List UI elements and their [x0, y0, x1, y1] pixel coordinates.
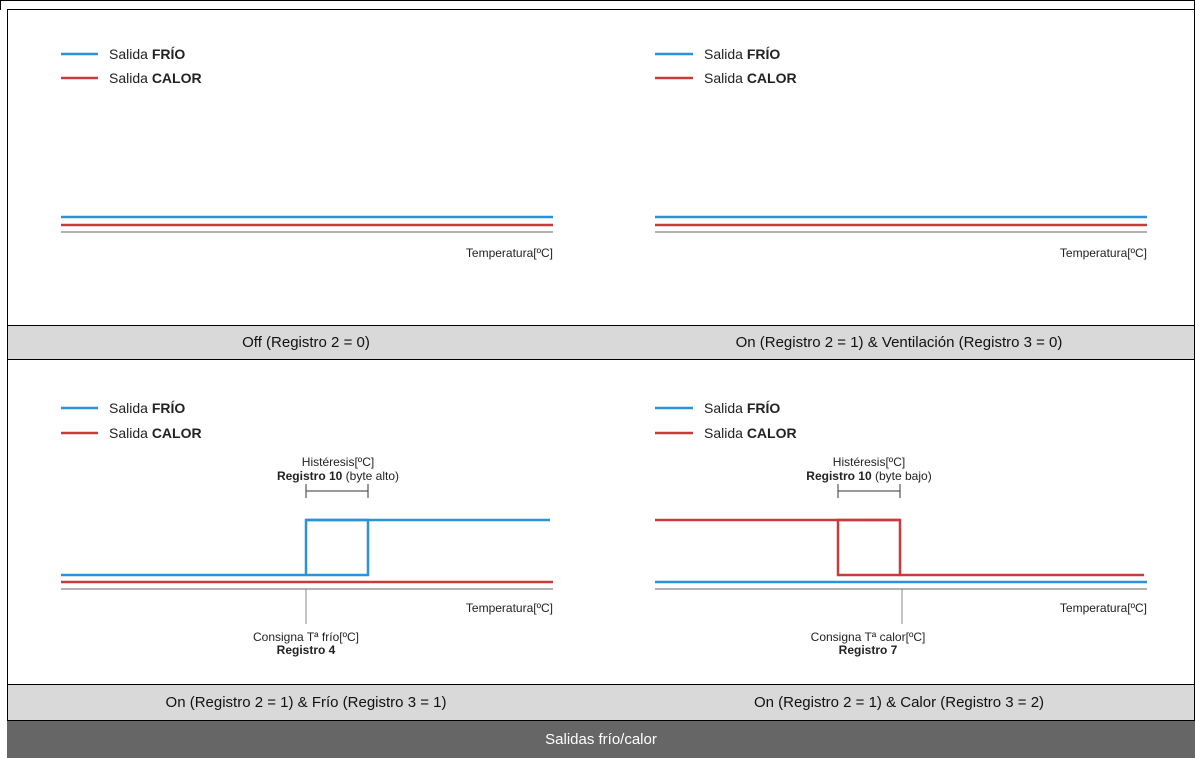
heat-output-falling: [655, 518, 1144, 577]
cold-legend-label: Salida FRÍO: [704, 46, 780, 62]
panel-fan: Salida FRÍO Salida CALOR Temperatura[ºC]: [604, 9, 1195, 326]
cold-legend-label: Salida FRÍO: [109, 400, 185, 416]
cold-output-rising: [61, 518, 550, 577]
panel-off: Salida FRÍO Salida CALOR Temperatura[ºC]: [7, 9, 605, 326]
cold-legend-label: Salida FRÍO: [109, 46, 185, 62]
panel-cold-diagram: Salida FRÍO Salida CALOR Histéresis[ºC] …: [61, 400, 553, 657]
panel-off-diagram: Salida FRÍO Salida CALOR Temperatura[ºC]: [61, 46, 553, 260]
heat-legend-label: Salida CALOR: [109, 425, 202, 441]
legend: Salida FRÍO Salida CALOR: [655, 400, 797, 441]
hysteresis-annotation: Histéresis[ºC] Registro 10 (byte bajo): [806, 455, 932, 498]
heat-legend-label: Salida CALOR: [109, 70, 202, 86]
hysteresis-register: Registro 10 (byte bajo): [806, 469, 931, 483]
setpoint-label: Consigna Tª calor[ºC]: [811, 630, 926, 644]
temperature-axis-label: Temperatura[ºC]: [466, 246, 553, 260]
heat-legend-label: Salida CALOR: [704, 425, 797, 441]
legend: Salida FRÍO Salida CALOR: [655, 46, 797, 86]
setpoint-register: Registro 4: [277, 643, 336, 657]
hysteresis-annotation: Histéresis[ºC] Registro 10 (byte alto): [277, 455, 399, 498]
caption-fan: On (Registro 2 = 1) & Ventilación (Regis…: [604, 326, 1195, 360]
panel-heat: Salida FRÍO Salida CALOR Histéresis[ºC] …: [604, 360, 1195, 685]
cold-hysteresis-loop: [306, 518, 370, 577]
temperature-axis-label: Temperatura[ºC]: [466, 601, 553, 615]
caption-off: Off (Registro 2 = 0): [7, 326, 605, 360]
legend: Salida FRÍO Salida CALOR: [61, 400, 202, 441]
cold-legend-label: Salida FRÍO: [704, 400, 780, 416]
caption-heat: On (Registro 2 = 1) & Calor (Registro 3 …: [604, 685, 1195, 721]
heat-hysteresis-loop: [836, 518, 900, 577]
setpoint-label: Consigna Tª frío[ºC]: [253, 630, 359, 644]
panel-cold: Salida FRÍO Salida CALOR Histéresis[ºC] …: [7, 360, 605, 685]
hysteresis-label: Histéresis[ºC]: [302, 455, 374, 469]
caption-cold: On (Registro 2 = 1) & Frío (Registro 3 =…: [7, 685, 605, 721]
heat-legend-label: Salida CALOR: [704, 70, 797, 86]
setpoint-register: Registro 7: [839, 643, 898, 657]
hysteresis-register: Registro 10 (byte alto): [277, 469, 399, 483]
temperature-axis-label: Temperatura[ºC]: [1060, 601, 1147, 615]
panel-heat-diagram: Salida FRÍO Salida CALOR Histéresis[ºC] …: [655, 400, 1147, 657]
hysteresis-label: Histéresis[ºC]: [833, 455, 905, 469]
figure-footer: Salidas frío/calor: [7, 721, 1195, 758]
legend: Salida FRÍO Salida CALOR: [61, 46, 202, 86]
panel-fan-diagram: Salida FRÍO Salida CALOR Temperatura[ºC]: [655, 46, 1147, 260]
temperature-axis-label: Temperatura[ºC]: [1060, 246, 1147, 260]
